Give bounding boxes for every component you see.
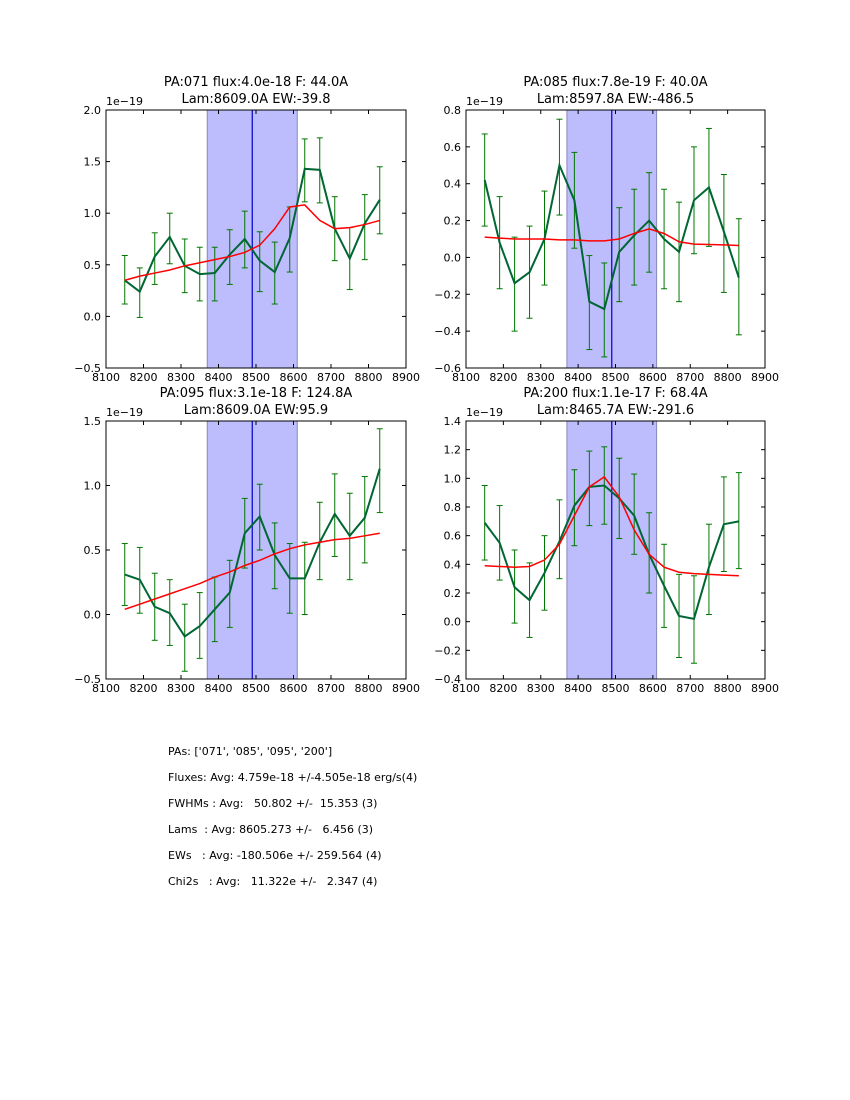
y-tick-label: 2.0 [84, 104, 102, 117]
x-tick-label: 8100 [452, 682, 480, 695]
panel-title-line1: PA:095 flux:3.1e-18 F: 124.8A [160, 386, 353, 401]
x-tick-label: 8700 [676, 682, 704, 695]
panel-3: PA:095 flux:3.1e-18 F: 124.8A Lam:8609.0A… [74, 386, 420, 695]
x-tick-label: 8500 [242, 371, 270, 384]
x-tick-label: 8600 [280, 371, 308, 384]
x-tick-label: 8100 [92, 682, 120, 695]
x-tick-label: 8200 [489, 371, 517, 384]
panel-title-line2: Lam:8609.0A EW:-39.8 [181, 92, 330, 107]
x-tick-label: 8300 [527, 371, 555, 384]
summary-lams: Lams : Avg: 8605.273 +/- 6.456 (3) [168, 823, 374, 836]
data-series-line [483, 161, 740, 311]
y-offset-label: 1e−19 [466, 406, 503, 419]
y-tick-label: 0.0 [444, 251, 462, 264]
y-tick-label: −0.5 [74, 673, 101, 686]
y-tick-label: 0.6 [444, 141, 462, 154]
y-tick-label: 0.8 [444, 104, 462, 117]
y-tick-label: 0.2 [444, 587, 462, 600]
y-tick-label: −0.6 [434, 362, 461, 375]
y-tick-label: 0.5 [84, 544, 102, 557]
panel-title-line1: PA:071 flux:4.0e-18 F: 44.0A [164, 75, 348, 90]
summary-block: PAs: ['071', '085', '095', '200'] Fluxes… [168, 745, 417, 901]
y-tick-label: 0.6 [444, 530, 462, 543]
y-tick-label: 0.0 [444, 616, 462, 629]
x-tick-label: 8300 [527, 682, 555, 695]
x-tick-label: 8500 [602, 682, 630, 695]
x-tick-label: 8400 [564, 682, 592, 695]
x-tick-label: 8400 [205, 682, 233, 695]
y-tick-label: 1.5 [84, 156, 102, 169]
summary-pas: PAs: ['071', '085', '095', '200'] [168, 745, 333, 758]
model-series-line [124, 532, 380, 611]
x-tick-label: 8200 [130, 371, 158, 384]
data-series-line [124, 468, 381, 638]
x-tick-label: 8800 [355, 371, 383, 384]
y-tick-label: −0.4 [434, 325, 461, 338]
x-tick-label: 8900 [392, 682, 420, 695]
panel-title-line2: Lam:8597.8A EW:-486.5 [537, 92, 694, 107]
panel-title-line1: PA:085 flux:7.8e-19 F: 40.0A [523, 75, 707, 90]
y-offset-label: 1e−19 [106, 406, 143, 419]
x-tick-label: 8900 [751, 682, 779, 695]
summary-ews: EWs : Avg: -180.506e +/- 259.564 (4) [168, 849, 382, 862]
panel-4: PA:200 flux:1.1e-17 F: 68.4A Lam:8465.7A … [434, 386, 779, 695]
x-tick-label: 8600 [280, 682, 308, 695]
x-tick-label: 8100 [452, 371, 480, 384]
x-tick-label: 8900 [392, 371, 420, 384]
x-tick-label: 8800 [714, 682, 742, 695]
y-tick-label: 0.4 [444, 178, 462, 191]
data-series-line [124, 167, 381, 294]
x-tick-label: 8300 [167, 682, 195, 695]
x-tick-label: 8700 [317, 682, 345, 695]
y-tick-label: −0.5 [74, 362, 101, 375]
model-series-line [124, 204, 380, 282]
x-tick-label: 8400 [564, 371, 592, 384]
y-tick-label: 1.2 [444, 444, 462, 457]
y-tick-label: 0.0 [84, 609, 102, 622]
x-tick-label: 8300 [167, 371, 195, 384]
model-series-line [484, 475, 739, 577]
y-tick-label: 1.5 [84, 415, 102, 428]
y-offset-label: 1e−19 [106, 95, 143, 108]
y-tick-label: −0.2 [434, 644, 461, 657]
x-tick-label: 8800 [714, 371, 742, 384]
x-tick-label: 8900 [751, 371, 779, 384]
panel-2: PA:085 flux:7.8e-19 F: 40.0A Lam:8597.8A … [434, 75, 779, 384]
x-tick-label: 8200 [130, 682, 158, 695]
x-tick-label: 8500 [242, 682, 270, 695]
x-tick-label: 8100 [92, 371, 120, 384]
x-tick-label: 8400 [205, 371, 233, 384]
model-series-line [484, 228, 739, 247]
y-tick-label: 1.0 [84, 207, 102, 220]
y-offset-label: 1e−19 [466, 95, 503, 108]
x-tick-label: 8200 [489, 682, 517, 695]
y-tick-label: 0.8 [444, 501, 462, 514]
x-tick-label: 8600 [639, 682, 667, 695]
panel-title-line2: Lam:8609.0A EW:95.9 [184, 403, 328, 418]
summary-fluxes: Fluxes: Avg: 4.759e-18 +/-4.505e-18 erg/… [168, 771, 418, 784]
y-tick-label: 0.5 [84, 259, 102, 272]
y-tick-label: 1.0 [84, 480, 102, 493]
data-series-line [483, 484, 740, 620]
y-tick-label: 0.2 [444, 215, 462, 228]
y-tick-label: −0.4 [434, 673, 461, 686]
panel-title-line2: Lam:8465.7A EW:-291.6 [537, 403, 694, 418]
y-tick-label: 0.0 [84, 310, 102, 323]
x-tick-label: 8600 [639, 371, 667, 384]
x-tick-label: 8700 [317, 371, 345, 384]
y-tick-label: −0.2 [434, 288, 461, 301]
y-tick-label: 1.4 [444, 415, 462, 428]
x-tick-label: 8800 [355, 682, 383, 695]
summary-fwhms: FWHMs : Avg: 50.802 +/- 15.353 (3) [168, 797, 378, 810]
x-tick-label: 8700 [676, 371, 704, 384]
panel-1: PA:071 flux:4.0e-18 F: 44.0A Lam:8609.0A … [74, 75, 420, 384]
summary-chi2s: Chi2s : Avg: 11.322e +/- 2.347 (4) [168, 875, 378, 888]
panel-title-line1: PA:200 flux:1.1e-17 F: 68.4A [523, 386, 707, 401]
x-tick-label: 8500 [602, 371, 630, 384]
y-tick-label: 0.4 [444, 558, 462, 571]
y-tick-label: 1.0 [444, 472, 462, 485]
